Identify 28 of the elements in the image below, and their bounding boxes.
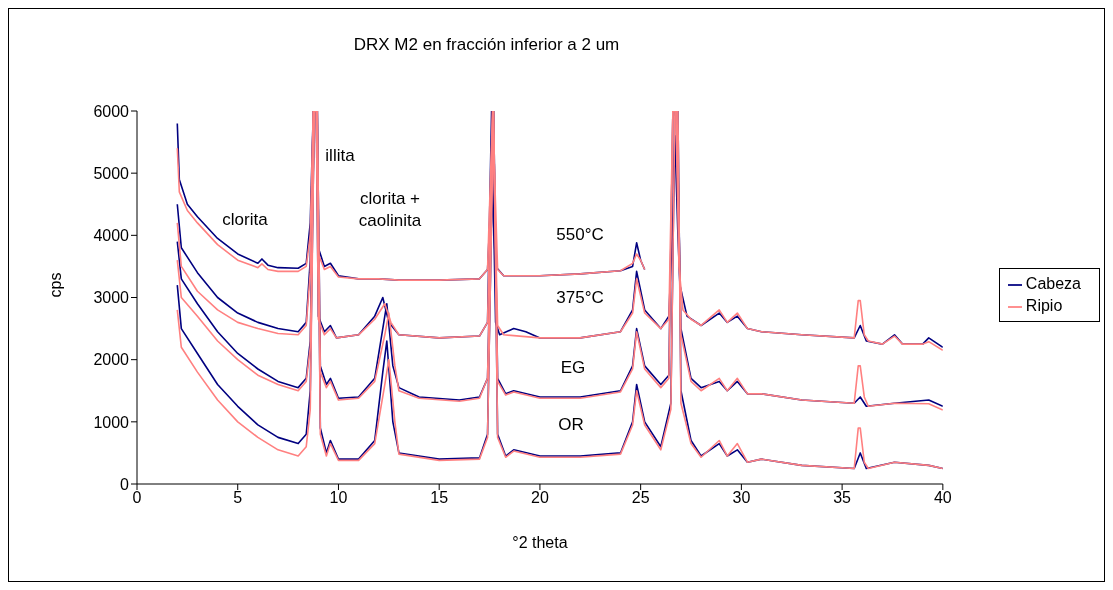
y-tick-label: 4000 <box>93 227 130 245</box>
annotation: EG <box>559 357 587 379</box>
y-tick-label: 3000 <box>93 289 130 307</box>
annotation: illita <box>324 145 356 167</box>
y-axis-title: cps <box>46 272 64 298</box>
annotation: 375°C <box>555 287 605 309</box>
x-tick-label: 0 <box>132 489 142 507</box>
annotation: OR <box>557 414 585 436</box>
y-tick-label: 0 <box>120 475 130 493</box>
y-tick-label: 1000 <box>93 413 130 431</box>
x-tick-label: 5 <box>233 489 243 507</box>
x-tick-label: 35 <box>833 489 852 507</box>
y-tick-label: 6000 <box>93 102 130 120</box>
chart-title: DRX M2 en fracción inferior a 2 um <box>352 35 621 55</box>
x-tick-label: 10 <box>329 489 348 507</box>
y-tick-label: 2000 <box>93 351 130 369</box>
x-axis-title: °2 theta <box>512 534 568 551</box>
annotation: 550°C <box>555 224 605 246</box>
x-tick-label: 15 <box>430 489 449 507</box>
x-tick-label: 40 <box>933 489 952 507</box>
x-tick-label: 30 <box>732 489 751 507</box>
annotation: clorita + caolinita <box>357 188 423 232</box>
x-tick-label: 20 <box>531 489 549 507</box>
x-tick-label: 25 <box>631 489 650 507</box>
y-tick-label: 5000 <box>93 164 130 182</box>
legend-label: Ripio <box>1025 297 1063 314</box>
legend-label: Cabeza <box>1025 275 1081 292</box>
annotation: clorita <box>221 209 269 231</box>
